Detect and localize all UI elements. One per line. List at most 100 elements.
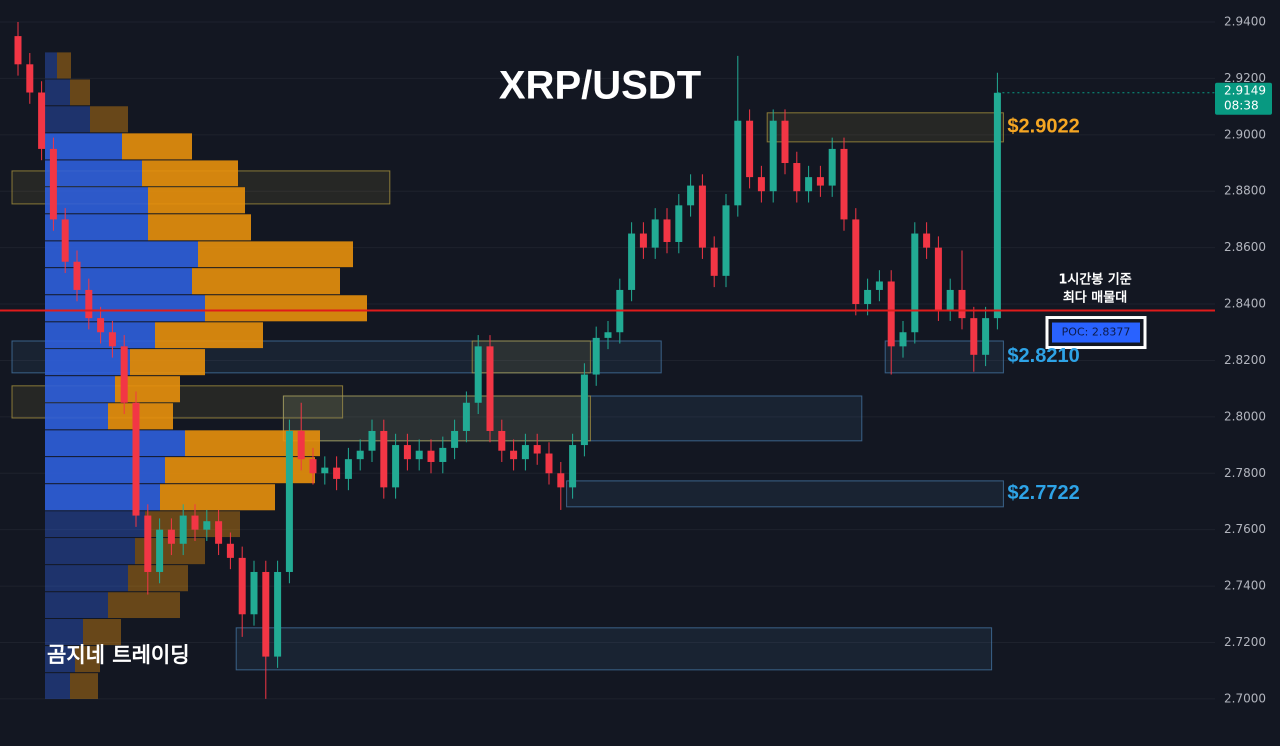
candle-body	[144, 515, 152, 572]
profile-buy	[45, 484, 160, 511]
candle-body	[156, 529, 164, 572]
poc-label: POC: 2.8377	[1062, 326, 1131, 339]
profile-sell	[192, 268, 340, 295]
profile-sell	[198, 241, 353, 268]
candle-body	[309, 459, 317, 474]
profile-sell	[155, 322, 263, 349]
candle-body	[757, 177, 765, 192]
candle-body	[392, 445, 400, 488]
candle-body	[533, 445, 541, 454]
profile-buy	[45, 673, 70, 699]
candle-body	[191, 515, 199, 530]
candle-body	[179, 515, 187, 544]
profile-buy	[45, 403, 108, 430]
profile-buy	[45, 538, 135, 565]
profile-buy	[45, 430, 185, 457]
candle-body	[226, 543, 234, 558]
price-zone	[566, 480, 1004, 508]
candle-body	[604, 332, 612, 338]
candle-body	[828, 148, 836, 186]
candle-body	[557, 473, 565, 488]
candle-body	[852, 219, 860, 305]
candle-body	[569, 445, 577, 488]
candle-body	[628, 233, 636, 290]
candle-body	[38, 92, 46, 149]
candle-body	[415, 450, 423, 460]
candle-body	[97, 318, 105, 333]
last-price-label: 2.9149	[1224, 83, 1266, 97]
candle-body	[439, 447, 447, 462]
candle-body	[639, 233, 647, 248]
candle-body	[769, 120, 777, 192]
candle-body	[61, 219, 69, 262]
candle-body	[923, 233, 931, 248]
candle-body	[840, 148, 848, 220]
candle-body	[274, 571, 282, 657]
candle-body	[215, 521, 223, 544]
candle-body	[805, 177, 813, 192]
candle-body	[250, 571, 258, 615]
profile-buy	[45, 565, 128, 592]
candle-body	[816, 177, 824, 186]
candle-body	[521, 445, 529, 460]
candle-body	[297, 430, 305, 460]
candle-body	[486, 346, 494, 431]
candle-body	[344, 459, 352, 479]
y-tick-label: 2.9200	[1224, 71, 1266, 85]
profile-buy	[45, 511, 145, 538]
profile-sell	[130, 349, 205, 376]
candle-body	[793, 163, 801, 192]
profile-buy	[45, 133, 122, 160]
candle-body	[781, 120, 789, 164]
profile-buy	[45, 646, 75, 673]
candle-body	[722, 205, 730, 276]
candle-body	[474, 346, 482, 403]
candle-body	[262, 571, 270, 657]
candle-body	[710, 247, 718, 276]
candle-body	[73, 261, 81, 290]
y-tick-label: 2.9400	[1224, 14, 1266, 28]
profile-buy	[45, 187, 148, 214]
candle-body	[663, 219, 671, 242]
candle-body	[698, 185, 706, 248]
price-zone	[282, 395, 591, 442]
poc-note: 최다 매물대	[1063, 290, 1127, 306]
zone-price-label: $2.8210	[1007, 345, 1079, 367]
candle-body	[321, 467, 329, 474]
candle-body	[462, 402, 470, 431]
profile-buy	[45, 79, 70, 106]
countdown: 08:38	[1224, 98, 1259, 112]
profile-buy	[45, 295, 205, 322]
candle-body	[132, 402, 140, 516]
profile-buy	[45, 376, 115, 403]
candle-body	[510, 450, 518, 460]
watermark: 곰지네 트레이딩	[47, 643, 190, 667]
candle-body	[592, 337, 600, 375]
profile-sell	[142, 160, 238, 187]
y-tick-label: 2.7600	[1224, 522, 1266, 536]
profile-sell	[57, 52, 71, 79]
profile-sell	[185, 430, 320, 457]
candle-body	[887, 281, 895, 347]
candle-body	[993, 92, 1001, 319]
candle-body	[746, 120, 754, 178]
profile-sell	[122, 133, 192, 160]
candle-body	[687, 185, 695, 206]
candle-body	[108, 332, 116, 347]
y-tick-label: 2.8400	[1224, 297, 1266, 311]
profile-buy	[45, 268, 192, 295]
profile-sell	[90, 106, 128, 133]
candle-body	[734, 120, 742, 206]
profile-sell	[108, 592, 180, 619]
profile-sell	[160, 484, 275, 511]
candle-body	[26, 64, 34, 93]
candle-body	[946, 289, 954, 310]
candle-body	[238, 557, 246, 615]
profile-buy	[45, 592, 108, 619]
zone-price-label: $2.7722	[1007, 482, 1079, 504]
candle-body	[970, 318, 978, 355]
profile-sell	[205, 295, 367, 322]
profile-buy	[45, 214, 148, 241]
candle-body	[545, 453, 553, 474]
y-tick-label: 2.7000	[1224, 691, 1266, 705]
